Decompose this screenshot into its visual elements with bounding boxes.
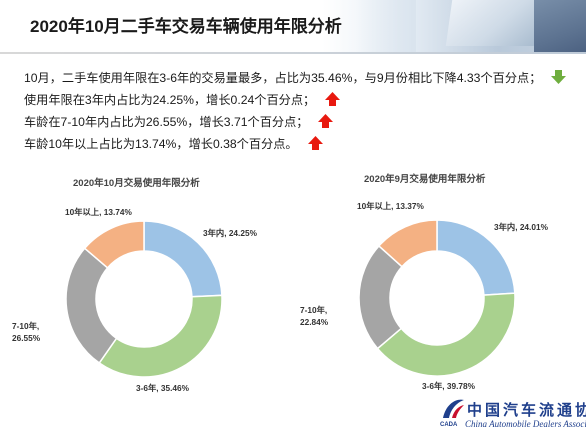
label-oct-3yr: 3年内, 24.25%	[203, 228, 257, 238]
up-arrow-icon	[307, 135, 323, 150]
logo-name-en: China Automobile Dealers Association	[465, 419, 586, 429]
summary-text: 使用年限在3年内占比为24.25%，增长0.24个百分点；	[24, 92, 316, 107]
summary-item: 10月，二手车使用年限在3-6年的交易量最多，占比为35.46%，与9月份相比下…	[24, 66, 567, 87]
page-title: 2020年10月二手车交易车辆使用年限分析	[30, 17, 342, 36]
summary-item: 车龄在7-10年内占比为26.55%，增长3.71个百分点；	[24, 110, 566, 131]
donut-chart-september	[358, 219, 516, 377]
summary-item: 车龄10年以上占比为13.74%，增长0.38个百分点。	[24, 132, 566, 153]
header-banner: 2020年10月二手车交易车辆使用年限分析	[0, 0, 586, 52]
label-sep-3-6: 3-6年, 39.78%	[422, 381, 476, 391]
banner-decoration	[356, 0, 416, 52]
label-line: 22.84%	[300, 317, 329, 327]
banner-cube-dark	[534, 0, 586, 52]
donut-chart-october	[65, 220, 223, 378]
label-oct-10plus: 10年以上, 13.74%	[65, 207, 132, 217]
label-sep-7-10: 7-10年, 22.84%	[300, 304, 328, 328]
label-sep-10plus: 10年以上, 13.37%	[357, 201, 424, 211]
label-line: 26.55%	[12, 333, 41, 343]
slice-3yr-october	[143, 220, 223, 298]
slice-10plus-september	[377, 219, 438, 268]
summary-list: 10月，二手车使用年限在3-6年的交易量最多，占比为35.46%，与9月份相比下…	[24, 66, 567, 154]
slice-3-6-september	[376, 292, 516, 377]
logo-name-cn: 中国汽车流通协会	[467, 402, 586, 419]
summary-text: 车龄在7-10年内占比为26.55%，增长3.71个百分点；	[24, 114, 309, 129]
slice-10plus-october	[83, 220, 145, 269]
summary-text: 10月，二手车使用年限在3-6年的交易量最多，占比为35.46%，与9月份相比下…	[24, 70, 542, 85]
label-line: 7-10年,	[12, 321, 40, 331]
header-divider	[0, 52, 586, 54]
slice-3yr-september	[436, 219, 516, 296]
summary-text: 车龄10年以上占比为13.74%，增长0.38个百分点。	[24, 136, 298, 151]
cada-emblem-icon	[443, 399, 464, 418]
slice-3-6-october	[98, 294, 223, 378]
down-arrow-icon	[551, 69, 567, 84]
chart-title-october: 2020年10月交易使用年限分析	[73, 178, 200, 189]
up-arrow-icon	[325, 91, 341, 106]
logo-abbr: CADA	[440, 422, 458, 428]
summary-item: 使用年限在3年内占比为24.25%，增长0.24个百分点；	[24, 88, 566, 109]
label-oct-7-10: 7-10年, 26.55%	[12, 320, 40, 344]
association-logo: CADA 中国汽车流通协会 China Automobile Dealers A…	[440, 396, 586, 435]
chart-title-september: 2020年9月交易使用年限分析	[364, 174, 486, 185]
up-arrow-icon	[318, 113, 334, 128]
label-line: 7-10年,	[300, 305, 328, 315]
label-sep-3yr: 3年内, 24.01%	[494, 222, 548, 232]
label-oct-3-6: 3-6年, 35.46%	[136, 383, 190, 393]
